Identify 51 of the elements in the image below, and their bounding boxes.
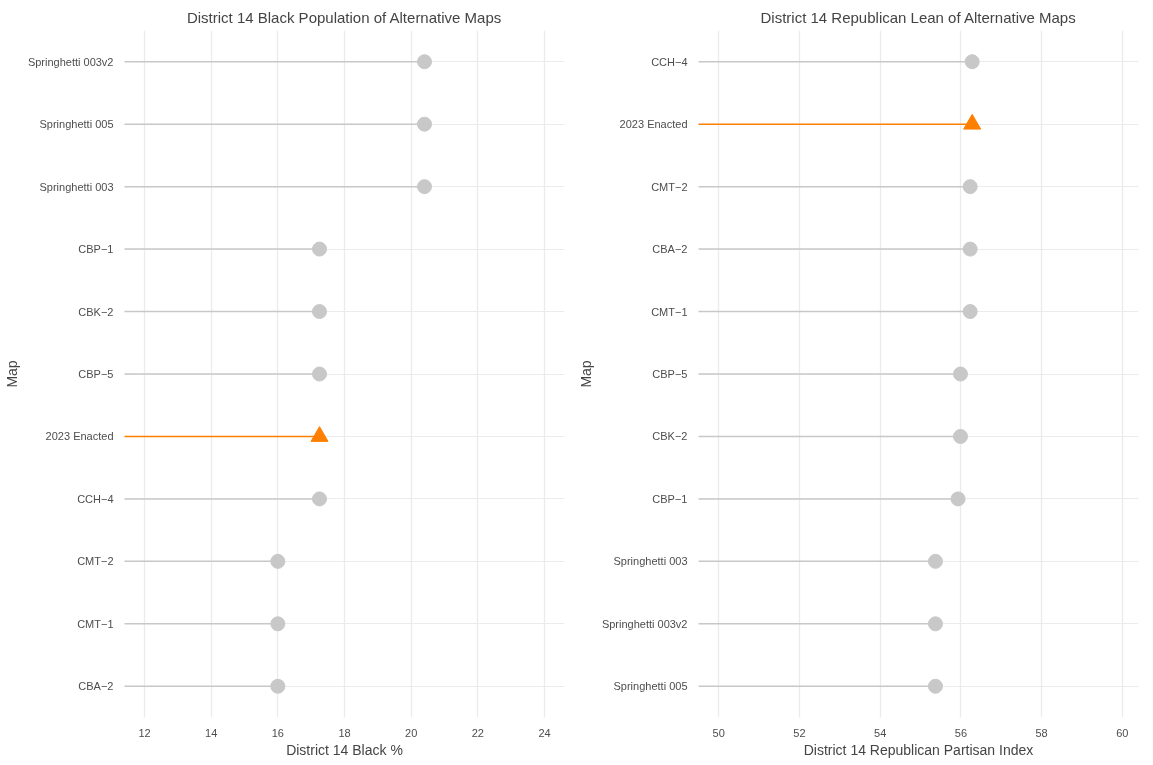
y-tick-label: CCH−4 — [77, 492, 114, 505]
point — [962, 179, 978, 195]
y-tick-label: CMT−1 — [651, 305, 688, 318]
x-tick-label: 50 — [712, 726, 725, 739]
y-tick-label: CBA−2 — [78, 680, 114, 693]
chart-title: District 14 Black Population of Alternative Maps — [186, 8, 502, 26]
y-tick-label: CMT−2 — [77, 555, 114, 568]
x-tick-label: 20 — [405, 726, 418, 739]
y-tick-label: CMT−2 — [651, 180, 688, 193]
x-tick-label: 60 — [1116, 726, 1129, 739]
point — [950, 491, 966, 507]
x-tick-label: 12 — [138, 726, 151, 739]
x-tick-label: 16 — [271, 726, 284, 739]
y-tick-label: Springhetti 003 — [613, 555, 688, 568]
y-tick-label: CBP−5 — [652, 368, 688, 380]
y-axis-title: Map — [577, 360, 594, 388]
y-tick-label: Springhetti 005 — [39, 118, 114, 131]
y-tick-label: CBA−2 — [652, 243, 688, 256]
y-tick-label: CBP−1 — [78, 243, 114, 256]
point — [927, 678, 943, 694]
y-axis-title: Map — [3, 360, 20, 388]
y-tick-label: CBK−2 — [652, 430, 688, 443]
point — [952, 366, 968, 382]
y-tick-label: CMT−1 — [77, 617, 114, 630]
y-tick-label: CCH−4 — [651, 55, 688, 68]
y-tick-label: 2023 Enacted — [619, 118, 688, 131]
y-tick-label: Springhetti 005 — [613, 680, 688, 693]
point — [962, 241, 978, 257]
x-tick-label: 54 — [874, 726, 887, 739]
x-tick-label: 56 — [954, 726, 968, 739]
y-tick-label: CBP−5 — [78, 368, 114, 380]
x-tick-label: 18 — [338, 726, 351, 739]
y-tick-label: CBK−2 — [78, 305, 114, 318]
chart-title: District 14 Republican Lean of Alternative Maps — [760, 8, 1076, 26]
point — [964, 54, 980, 70]
point — [927, 616, 943, 632]
point — [962, 304, 978, 320]
point — [952, 428, 968, 444]
y-tick-label: 2023 Enacted — [45, 430, 114, 443]
y-tick-label: Springhetti 003 — [39, 180, 114, 193]
x-tick-label: 58 — [1035, 726, 1048, 739]
x-tick-label: 14 — [205, 726, 218, 739]
x-tick-label: 24 — [538, 726, 551, 739]
y-tick-label: Springhetti 003v2 — [27, 55, 114, 68]
y-tick-label: Springhetti 003v2 — [601, 617, 688, 630]
point — [927, 553, 943, 569]
y-tick-label: CBP−1 — [652, 492, 688, 505]
x-axis-title: District 14 Republican Partisan Index — [803, 741, 1034, 758]
x-tick-label: 22 — [471, 726, 484, 739]
x-tick-label: 52 — [793, 726, 806, 739]
x-axis-title: District 14 Black % — [286, 741, 403, 758]
